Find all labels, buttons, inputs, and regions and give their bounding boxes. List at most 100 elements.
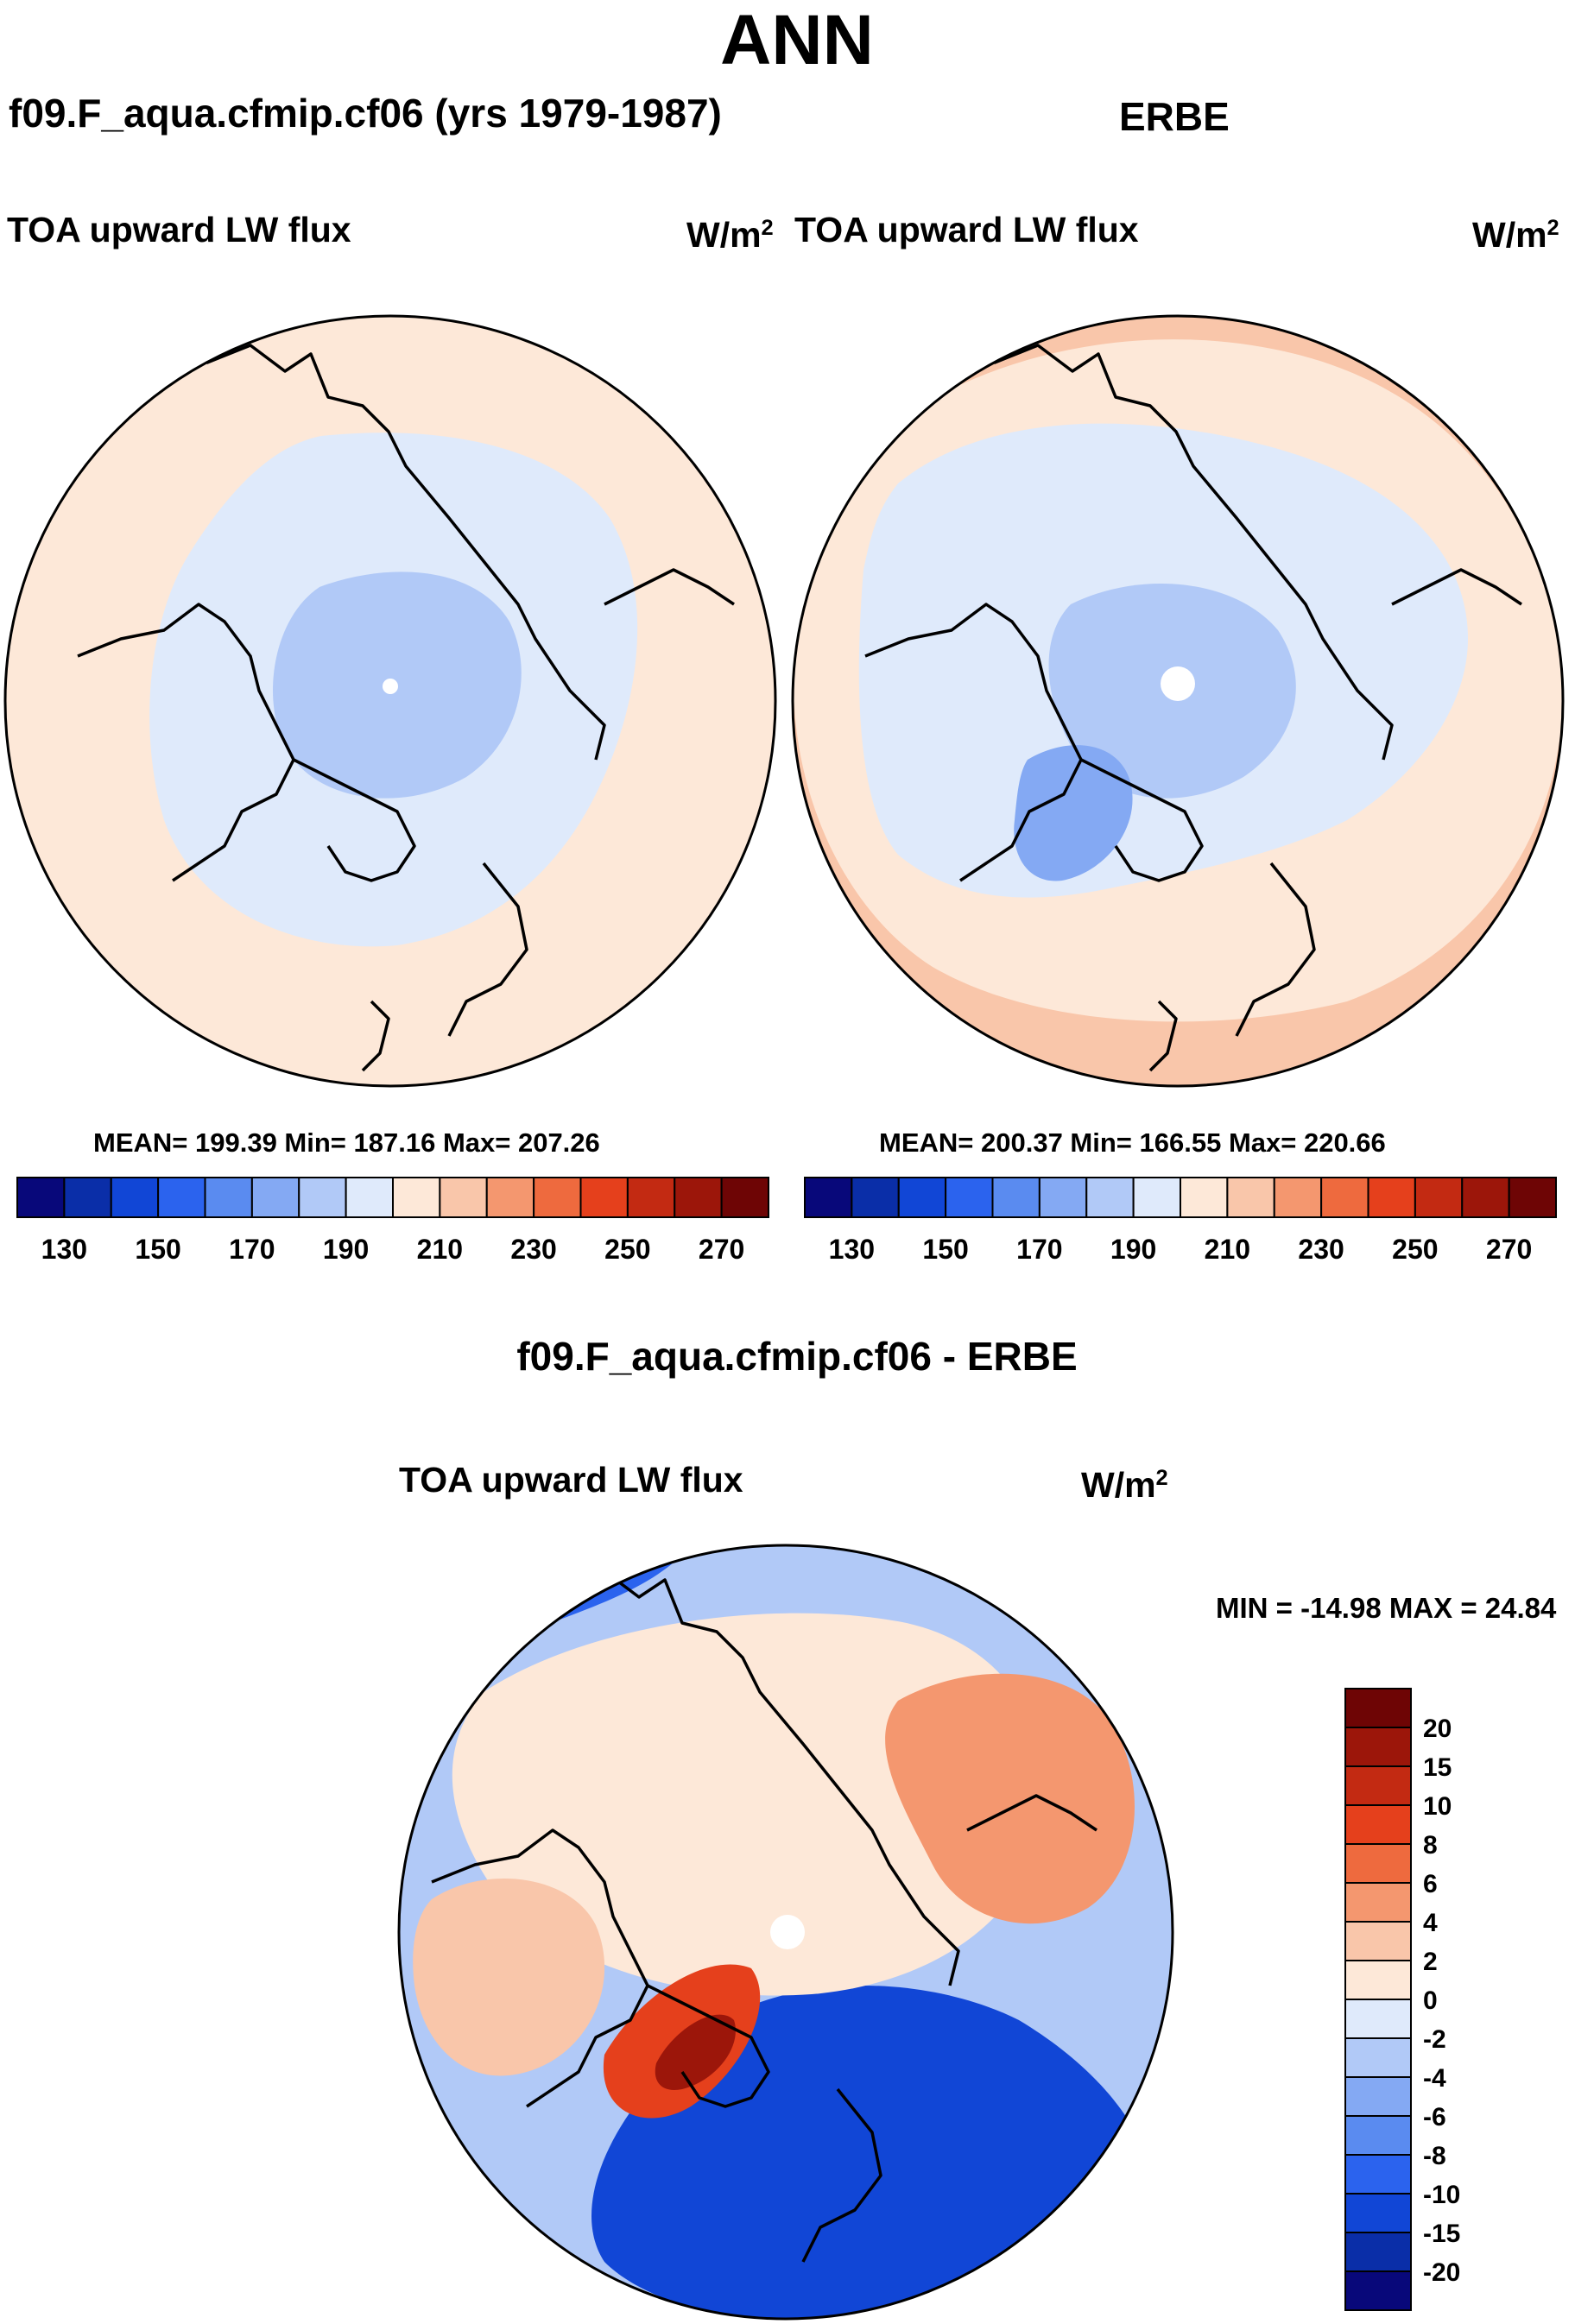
colorbar-swatch bbox=[345, 1177, 394, 1218]
model-panel-title: f09.F_aqua.cfmip.cf06 (yrs 1979-1987) bbox=[9, 91, 722, 136]
colorbar-tick-label: -20 bbox=[1423, 2258, 1460, 2287]
colorbar-swatch bbox=[1344, 2037, 1412, 2078]
colorbar-swatch bbox=[1508, 1177, 1557, 1218]
diff-level-above-20 bbox=[655, 2014, 736, 2090]
colorbar-tick-label: -10 bbox=[1423, 2181, 1460, 2209]
colorbar-tick-label: 170 bbox=[1016, 1234, 1062, 1265]
colorbar-swatch bbox=[204, 1177, 253, 1218]
diff-pole-hole bbox=[770, 1915, 805, 1949]
diff-level-4-10 bbox=[885, 1673, 1135, 1924]
colorbar-swatch bbox=[1344, 1999, 1412, 2039]
model-units-label: W/m2 bbox=[686, 215, 774, 255]
colorbar-swatch bbox=[1344, 2154, 1412, 2195]
colorbar-tick-label: 2 bbox=[1423, 1948, 1438, 1976]
units-exponent: 2 bbox=[761, 216, 774, 241]
colorbar-swatch bbox=[626, 1177, 676, 1218]
model-colorbar: 130 150 170 190 210 230 250 270 bbox=[16, 1177, 769, 1265]
colorbar-tick-label: 270 bbox=[699, 1234, 744, 1265]
colorbar-swatch bbox=[1038, 1177, 1088, 1218]
figure-title: ANN bbox=[720, 1, 874, 79]
colorbar-swatch bbox=[1273, 1177, 1323, 1218]
difference-minmax: MIN = -14.98 MAX = 24.84 bbox=[1216, 1592, 1557, 1624]
colorbar-swatch bbox=[1344, 2270, 1412, 2311]
obs-colorbar: 130 150 170 190 210 230 250 270 bbox=[804, 1177, 1557, 1265]
colorbar-swatch bbox=[897, 1177, 947, 1218]
colorbar-swatch bbox=[63, 1177, 112, 1218]
colorbar-swatch bbox=[392, 1177, 441, 1218]
colorbar-tick-label: -8 bbox=[1423, 2142, 1446, 2170]
colorbar-swatch bbox=[250, 1177, 300, 1218]
colorbar-tick-label: 130 bbox=[41, 1234, 87, 1265]
colorbar-swatch bbox=[1226, 1177, 1275, 1218]
colorbar-swatch bbox=[991, 1177, 1041, 1218]
colorbar-swatch bbox=[851, 1177, 900, 1218]
colorbar-tick-label: 170 bbox=[229, 1234, 275, 1265]
obs-variable-label: TOA upward LW flux bbox=[794, 210, 1139, 249]
units-base: W/m bbox=[1472, 215, 1547, 255]
model-stats: MEAN= 199.39 Min= 187.16 Max= 207.26 bbox=[93, 1127, 600, 1158]
difference-map-border bbox=[397, 1544, 1174, 2321]
colorbar-swatch bbox=[1344, 1804, 1412, 1845]
obs-level-170-180 bbox=[1014, 745, 1133, 881]
colorbar-swatch bbox=[298, 1177, 347, 1218]
colorbar-swatch bbox=[1344, 1688, 1412, 1728]
colorbar-tick-label: 15 bbox=[1423, 1753, 1452, 1782]
difference-polar-map bbox=[399, 1545, 1173, 2319]
colorbar-swatch bbox=[720, 1177, 769, 1218]
colorbar-swatch bbox=[1180, 1177, 1229, 1218]
colorbar-tick-label: -4 bbox=[1423, 2064, 1446, 2093]
colorbar-tick-label: 150 bbox=[922, 1234, 968, 1265]
colorbar-tick-label: 10 bbox=[1423, 1792, 1452, 1821]
colorbar-swatch bbox=[1344, 1765, 1412, 1806]
colorbar-swatch bbox=[1344, 1843, 1412, 1884]
units-base: W/m bbox=[686, 215, 762, 255]
colorbar-swatch bbox=[110, 1177, 160, 1218]
colorbar-tick-label: 270 bbox=[1486, 1234, 1532, 1265]
colorbar-tick-label: -6 bbox=[1423, 2103, 1446, 2131]
colorbar-tick-label: 8 bbox=[1423, 1831, 1438, 1860]
difference-variable-label: TOA upward LW flux bbox=[399, 1460, 743, 1500]
colorbar-swatch bbox=[1344, 2115, 1412, 2156]
colorbar-swatch bbox=[804, 1177, 853, 1218]
obs-panel-title: ERBE bbox=[1119, 94, 1230, 139]
model-polar-map bbox=[5, 316, 775, 1086]
model-pole-dot bbox=[383, 679, 398, 694]
colorbar-tick-label: 250 bbox=[604, 1234, 650, 1265]
colorbar-tick-label: 230 bbox=[510, 1234, 556, 1265]
colorbar-tick-label: -15 bbox=[1423, 2220, 1460, 2248]
colorbar-tick-label: 6 bbox=[1423, 1870, 1438, 1898]
colorbar-swatch bbox=[1320, 1177, 1369, 1218]
colorbar-swatch bbox=[16, 1177, 66, 1218]
colorbar-swatch bbox=[1085, 1177, 1135, 1218]
colorbar-swatch bbox=[157, 1177, 206, 1218]
colorbar-tick-label: 210 bbox=[417, 1234, 463, 1265]
colorbar-swatch bbox=[485, 1177, 535, 1218]
units-exponent: 2 bbox=[1155, 1466, 1168, 1491]
colorbar-tick-label: 0 bbox=[1423, 1986, 1438, 2015]
colorbar-swatch bbox=[1344, 1921, 1412, 1961]
colorbar-swatch bbox=[1414, 1177, 1464, 1218]
colorbar-swatch bbox=[674, 1177, 723, 1218]
colorbar-swatch bbox=[1344, 2232, 1412, 2272]
colorbar-tick-label: 4 bbox=[1423, 1909, 1438, 1937]
difference-units-label: W/m2 bbox=[1081, 1465, 1168, 1505]
colorbar-tick-label: 210 bbox=[1205, 1234, 1250, 1265]
obs-units-label: W/m2 bbox=[1472, 215, 1559, 255]
obs-map-border bbox=[791, 314, 1565, 1088]
difference-panel-title: f09.F_aqua.cfmip.cf06 - ERBE bbox=[516, 1334, 1078, 1379]
colorbar-tick-label: 20 bbox=[1423, 1715, 1452, 1743]
colorbar-swatch bbox=[1344, 1960, 1412, 2000]
colorbar-swatch bbox=[945, 1177, 994, 1218]
colorbar-tick-label: 230 bbox=[1298, 1234, 1344, 1265]
colorbar-swatch bbox=[1132, 1177, 1181, 1218]
colorbar-tick-label: 250 bbox=[1392, 1234, 1438, 1265]
model-map-border bbox=[3, 314, 777, 1088]
colorbar-tick-label: 130 bbox=[829, 1234, 875, 1265]
colorbar-swatch bbox=[1461, 1177, 1510, 1218]
model-variable-label: TOA upward LW flux bbox=[7, 210, 351, 249]
obs-pole-hole bbox=[1161, 666, 1195, 701]
colorbar-swatch bbox=[533, 1177, 582, 1218]
units-base: W/m bbox=[1081, 1465, 1156, 1505]
